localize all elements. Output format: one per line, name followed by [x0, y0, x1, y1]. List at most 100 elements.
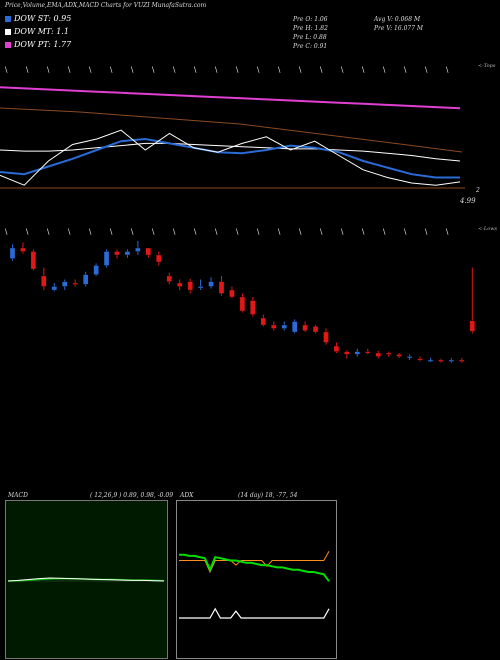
top-tick-mark: \	[278, 66, 281, 74]
candle-body	[83, 274, 89, 285]
candle-body	[312, 326, 319, 333]
macd-params: ( 12,26,9 ) 0.89, 0.98, -0.09	[90, 492, 174, 499]
candle-body	[9, 247, 16, 259]
candle-body	[239, 296, 246, 312]
top-tick-mark: \	[47, 66, 50, 74]
top-tick-mark: \	[215, 66, 218, 74]
candle-body	[354, 351, 361, 355]
low-tick-mark: \	[341, 228, 344, 236]
low-tick-mark: \	[278, 228, 281, 236]
candle-body	[197, 286, 204, 289]
prev-close: Pre C: 0.91	[293, 43, 328, 50]
macd-chart	[7, 577, 166, 582]
legend-swatch-dow-st	[5, 16, 11, 22]
top-tick-mark: \	[26, 66, 29, 74]
low-tick-mark: \	[47, 228, 50, 236]
candle-body	[333, 345, 340, 352]
candle-body	[20, 247, 26, 252]
top-tick-mark: \	[152, 66, 155, 74]
candle-body	[271, 324, 277, 329]
prev-low: Pre L: 0.88	[293, 34, 327, 41]
low-tick-mark: \	[236, 228, 239, 236]
prev-open: Pre O: 1.06	[293, 16, 328, 23]
low-tick-mark: \	[26, 228, 29, 236]
top-tick-mark: \	[89, 66, 92, 74]
top-tick-mark: \	[131, 66, 134, 74]
candle-body	[156, 254, 162, 263]
legend-label-dow-st: DOW ST: 0.95	[14, 14, 72, 23]
macd-line	[7, 577, 165, 582]
low-tick-mark: \	[320, 228, 323, 236]
candle-body	[250, 300, 256, 315]
top-tick-mark: \	[299, 66, 302, 74]
top-tick-mark: \	[173, 66, 176, 74]
top-tick-mark: \	[236, 66, 239, 74]
avg-volume: Avg V: 0.068 M	[374, 16, 421, 23]
top-tick-mark: \	[383, 66, 386, 74]
low-tick-mark: \	[425, 228, 428, 236]
candle-body	[114, 251, 120, 256]
price-right-label: 2	[476, 187, 480, 194]
legend-label-dow-pt: DOW PT: 1.77	[14, 40, 72, 49]
adx-params: (14 day) 18, -77, 54	[238, 492, 298, 499]
legend-dow-st: DOW ST: 0.95	[5, 14, 71, 23]
prev-volume: Pre V: 16.077 M	[374, 25, 424, 32]
low-tick-mark: \	[299, 228, 302, 236]
low-tick-mark: \	[5, 228, 8, 236]
legend-swatch-dow-mt	[5, 29, 11, 35]
candle-body	[30, 251, 37, 270]
candle-body	[396, 354, 402, 357]
candle-body	[62, 281, 68, 287]
top-tick-mark: \	[341, 66, 344, 74]
candle-body	[344, 351, 350, 355]
legend-dow-pt: DOW PT: 1.77	[5, 40, 71, 49]
candle-body	[187, 281, 193, 291]
top-tick-mark: \	[68, 66, 71, 74]
candle-body	[51, 286, 57, 291]
chart-title: Price,Volume,EMA,ADX,MACD Charts for VUZ…	[5, 2, 207, 9]
tops-label: <-Tops	[478, 63, 496, 69]
ema-line-dow-st	[0, 137, 460, 179]
ema-line-dow-mt	[0, 142, 461, 162]
ema-line-dow-pt	[0, 86, 461, 110]
macd-panel	[5, 500, 168, 659]
low-tick-mark: \	[362, 228, 365, 236]
brown-ema-line	[0, 107, 463, 153]
candle-body	[417, 358, 423, 361]
candle-body	[177, 282, 183, 287]
top-tick-mark: \	[257, 66, 260, 74]
low-tick-mark: \	[110, 228, 113, 236]
low-tick-mark: \	[215, 228, 218, 236]
candle-body	[260, 317, 266, 326]
low-tick-mark: \	[173, 228, 176, 236]
top-tick-mark: \	[320, 66, 323, 74]
lows-label: <-Lows	[478, 226, 498, 232]
top-tick-mark: \	[110, 66, 113, 74]
macd-title: MACD	[8, 492, 28, 499]
candle-body	[208, 281, 214, 287]
candle-body	[72, 282, 78, 285]
candle-body	[469, 320, 475, 332]
candle-body	[281, 324, 287, 329]
candle-body	[218, 281, 225, 294]
low-tick-mark: \	[446, 228, 449, 236]
low-tick-mark: \	[131, 228, 134, 236]
candle-body	[145, 247, 152, 256]
ema-line-price	[0, 129, 461, 186]
top-tick-mark: \	[362, 66, 365, 74]
adx-panel	[176, 500, 337, 659]
low-tick-mark: \	[194, 228, 197, 236]
top-tick-mark: \	[5, 66, 8, 74]
candle-body	[135, 247, 141, 252]
candle-body	[93, 265, 99, 275]
top-tick-mark: \	[425, 66, 428, 74]
candle-body	[166, 275, 172, 282]
candle-body	[291, 321, 298, 333]
candle-body	[438, 359, 444, 362]
candle-body	[323, 331, 329, 343]
legend-dow-mt: DOW MT: 1.1	[5, 27, 69, 36]
candle-body	[459, 359, 465, 362]
top-tick-mark: \	[194, 66, 197, 74]
candle-body	[427, 359, 434, 362]
adx-chart	[179, 551, 330, 619]
